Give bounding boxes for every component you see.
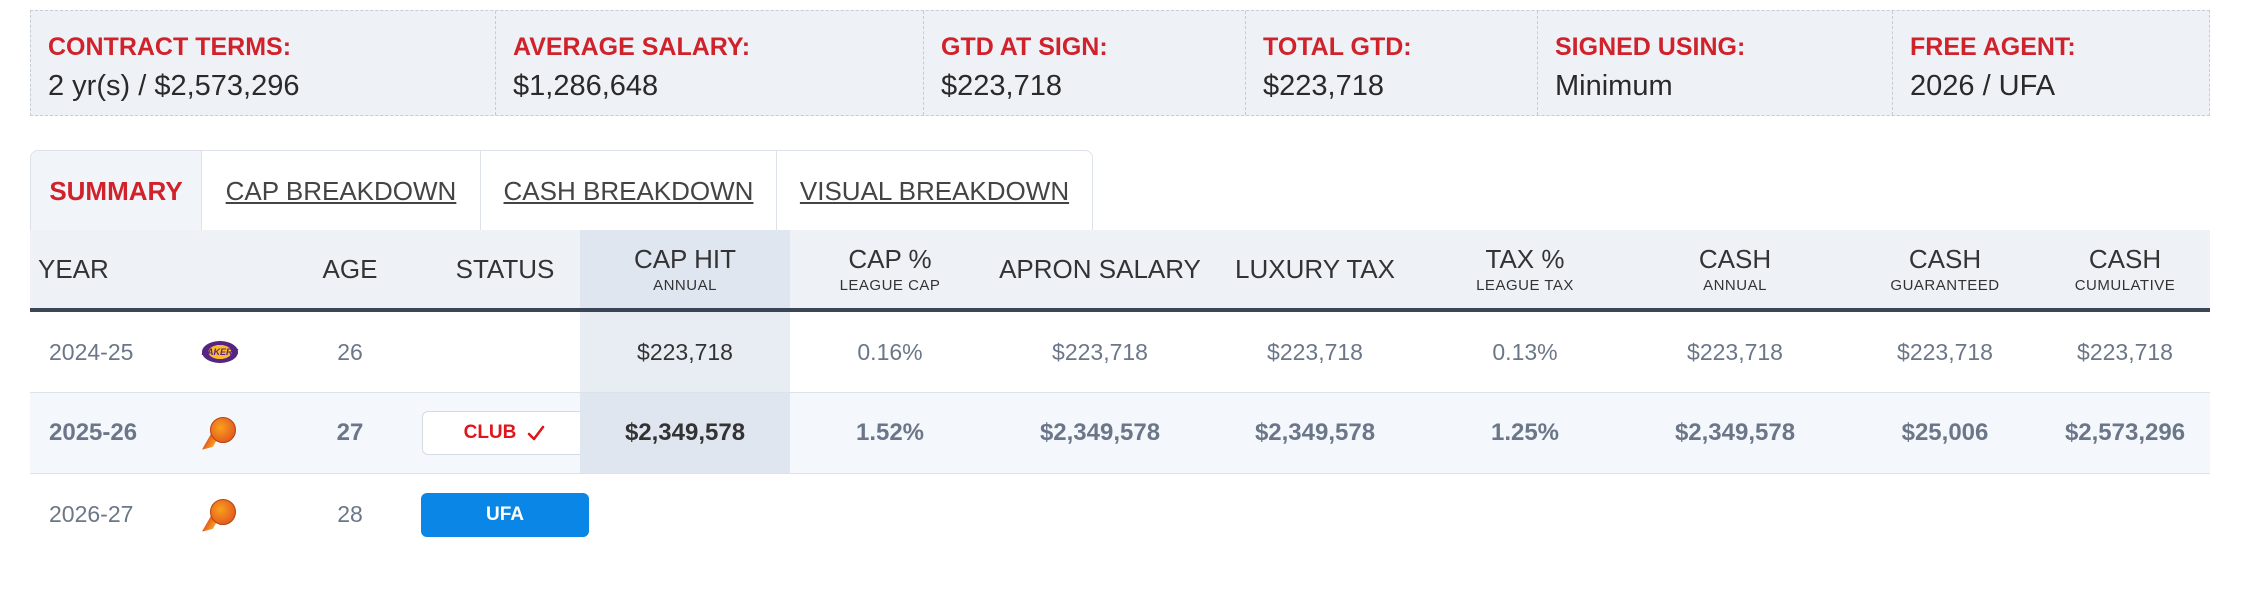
- team-cell[interactable]: [195, 393, 245, 473]
- cash-annual-cell: $2,349,578: [1674, 419, 1796, 446]
- tab-visual-breakdown[interactable]: VISUAL BREAKDOWN: [777, 151, 1092, 232]
- term-label: AVERAGE SALARY:: [513, 33, 751, 61]
- col-header-label: CAP HIT: [633, 244, 737, 274]
- term-label: SIGNED USING:: [1555, 33, 1746, 61]
- col-header-label: CASH: [1698, 244, 1772, 274]
- col-header-sublabel: LEAGUE CAP: [839, 277, 941, 294]
- col-header-cap-hit[interactable]: CAP HIT ANNUAL: [580, 230, 790, 308]
- tab-summary[interactable]: SUMMARY: [31, 151, 202, 232]
- col-header-apron-salary[interactable]: APRON SALARY: [990, 230, 1210, 308]
- col-header-label: LUXURY TAX: [1235, 253, 1395, 284]
- table-row: 2024-25 LAKERS 26 $223,718 0.16% $223,71…: [30, 312, 2210, 393]
- table-row: 2025-26 27 CLUB $2,349,578 1.52% $2,349,…: [30, 393, 2210, 474]
- term-label: FREE AGENT:: [1910, 33, 2076, 61]
- col-header-luxury-tax[interactable]: LUXURY TAX: [1210, 230, 1420, 308]
- term-value: 2026 / UFA: [1910, 70, 2056, 102]
- cash-annual-cell: $223,718: [1687, 338, 1783, 365]
- col-header-sublabel: ANNUAL: [1703, 277, 1767, 294]
- col-header-label: CAP %: [848, 244, 932, 274]
- term-value: 2 yr(s) / $2,573,296: [48, 70, 300, 102]
- luxury-tax-cell: $223,718: [1267, 338, 1363, 365]
- col-header-sublabel: GUARANTEED: [1890, 277, 2000, 294]
- apron-salary-cell: $2,349,578: [1039, 419, 1161, 446]
- col-header-cash-annual[interactable]: CASH ANNUAL: [1630, 230, 1840, 308]
- col-header-sublabel: LEAGUE TAX: [1476, 277, 1574, 294]
- age-cell: 27: [336, 419, 364, 446]
- suns-logo-icon: [198, 413, 240, 453]
- cash-guaranteed-cell: $25,006: [1901, 419, 1989, 446]
- lakers-logo-text: LAKERS: [201, 347, 239, 357]
- col-header-label: AGE: [322, 253, 378, 284]
- suns-logo-icon: [198, 495, 240, 535]
- team-cell[interactable]: LAKERS: [195, 312, 245, 392]
- term-value: $1,286,648: [513, 70, 659, 102]
- cap-pct-cell: 0.16%: [857, 338, 923, 365]
- cash-cumulative-cell: $2,573,296: [2064, 419, 2186, 446]
- col-header-cash-guaranteed[interactable]: CASH GUARANTEED: [1840, 230, 2050, 308]
- gtd-at-sign-item: GTD AT SIGN: $223,718: [924, 11, 1246, 115]
- term-label: CONTRACT TERMS:: [48, 33, 292, 61]
- col-header-year[interactable]: YEAR: [38, 230, 158, 308]
- cap-pct-cell: 1.52%: [855, 419, 925, 446]
- col-header-cap-pct[interactable]: CAP % LEAGUE CAP: [790, 230, 990, 308]
- tab-bar: SUMMARY CAP BREAKDOWN CASH BREAKDOWN VIS…: [30, 150, 1093, 232]
- term-value: Minimum: [1555, 70, 1673, 102]
- tab-cash-breakdown[interactable]: CASH BREAKDOWN: [481, 151, 777, 232]
- tax-pct-cell: 0.13%: [1492, 338, 1558, 365]
- checkmark-icon: [528, 425, 545, 441]
- cash-guaranteed-cell: $223,718: [1897, 338, 1993, 365]
- col-header-status[interactable]: STATUS: [392, 230, 618, 308]
- cap-hit-cell: $223,718: [580, 312, 790, 392]
- signed-using-item: SIGNED USING: Minimum: [1538, 11, 1893, 115]
- term-label: GTD AT SIGN:: [941, 33, 1108, 61]
- year-cell: 2026-27: [49, 501, 134, 527]
- age-cell: 26: [337, 338, 363, 365]
- year-cell: 2024-25: [49, 338, 134, 365]
- lakers-logo-icon: LAKERS: [201, 341, 239, 363]
- contract-terms-bar: CONTRACT TERMS: 2 yr(s) / $2,573,296 AVE…: [30, 10, 2210, 116]
- average-salary-item: AVERAGE SALARY: $1,286,648: [496, 11, 924, 115]
- col-header-label: TAX %: [1485, 244, 1565, 274]
- table-row: 2026-27 28 UFA: [30, 474, 2210, 555]
- age-cell: 28: [337, 501, 363, 527]
- ufa-badge[interactable]: UFA: [421, 492, 589, 537]
- col-header-sublabel: CUMULATIVE: [2074, 277, 2176, 294]
- contract-table: YEAR AGE STATUS CAP HIT ANNUAL CAP % LEA…: [30, 230, 2210, 555]
- col-header-label: CASH: [1908, 244, 1982, 274]
- col-header-label: APRON SALARY: [999, 253, 1201, 284]
- luxury-tax-cell: $2,349,578: [1254, 419, 1376, 446]
- col-header-tax-pct[interactable]: TAX % LEAGUE TAX: [1420, 230, 1630, 308]
- col-header-sublabel: ANNUAL: [653, 277, 717, 294]
- table-header: YEAR AGE STATUS CAP HIT ANNUAL CAP % LEA…: [30, 230, 2210, 312]
- free-agent-item: FREE AGENT: 2026 / UFA: [1893, 11, 2209, 115]
- cap-hit-cell: $2,349,578: [580, 393, 790, 473]
- tax-pct-cell: 1.25%: [1490, 419, 1560, 446]
- status-badge-label: CLUB: [463, 422, 517, 443]
- status-cell: UFA: [392, 474, 618, 555]
- term-value: $223,718: [1263, 70, 1384, 102]
- year-cell: 2025-26: [49, 419, 138, 446]
- col-header-label: STATUS: [455, 253, 555, 284]
- club-option-badge[interactable]: CLUB: [422, 411, 588, 455]
- col-header-label: CASH: [2088, 244, 2162, 274]
- col-header-age[interactable]: AGE: [280, 230, 420, 308]
- col-header-cash-cumulative[interactable]: CASH CUMULATIVE: [2040, 230, 2210, 308]
- status-cell: CLUB: [392, 393, 618, 473]
- cash-cumulative-cell: $223,718: [2077, 338, 2173, 365]
- total-gtd-item: TOTAL GTD: $223,718: [1246, 11, 1538, 115]
- term-value: $223,718: [941, 70, 1062, 102]
- contract-terms-item: CONTRACT TERMS: 2 yr(s) / $2,573,296: [31, 11, 496, 115]
- apron-salary-cell: $223,718: [1052, 338, 1148, 365]
- col-header-label: YEAR: [38, 253, 109, 284]
- term-label: TOTAL GTD:: [1263, 33, 1412, 61]
- team-cell[interactable]: [195, 474, 245, 555]
- tab-cap-breakdown[interactable]: CAP BREAKDOWN: [202, 151, 481, 232]
